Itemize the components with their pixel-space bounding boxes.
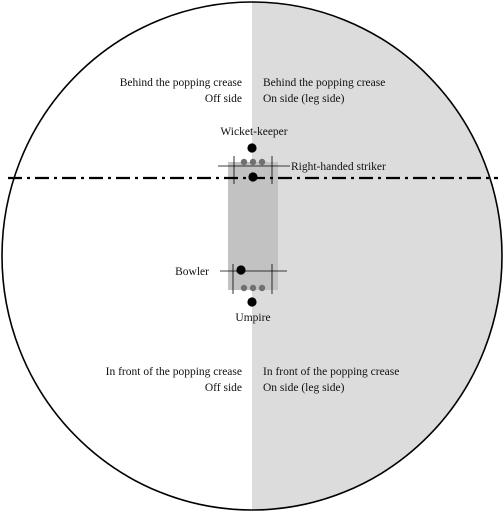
bowling-end-creases <box>220 264 287 294</box>
behind-off-side-line2: Off side <box>205 93 242 105</box>
umpire-marker <box>247 297 257 307</box>
front-on-side-line2: On side (leg side) <box>263 382 345 394</box>
bowler-marker <box>236 265 246 275</box>
pitch <box>228 162 278 290</box>
striker-label: Right-handed striker <box>291 161 386 173</box>
stumps-bowling-end <box>240 284 266 292</box>
batting-end-creases <box>218 156 290 184</box>
front-off-side-line2: Off side <box>205 382 242 394</box>
front-on-side-line1: In front of the popping crease <box>263 366 399 378</box>
behind-on-side-line1: Behind the popping crease <box>263 77 385 89</box>
behind-on-side-line2: On side (leg side) <box>263 93 345 105</box>
stumps-batting-end <box>240 158 266 166</box>
wicket-keeper-marker <box>247 143 257 153</box>
behind-off-side-line1: Behind the popping crease <box>120 77 242 89</box>
front-off-side-line1: In front of the popping crease <box>106 366 242 378</box>
bowler-label: Bowler <box>175 266 209 278</box>
wicket-keeper-label: Wicket-keeper <box>220 126 287 138</box>
umpire-label: Umpire <box>235 312 270 324</box>
striker-marker <box>248 172 258 182</box>
